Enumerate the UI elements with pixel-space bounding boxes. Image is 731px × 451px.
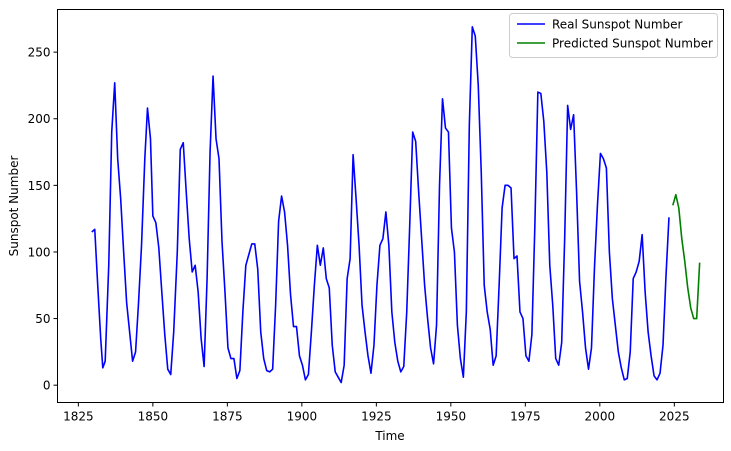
x-tick-label: 1900 — [287, 410, 318, 424]
x-tick-label: 1850 — [138, 410, 169, 424]
x-tick-label: 2000 — [585, 410, 616, 424]
y-tick-label: 0 — [43, 379, 51, 393]
predicted-sunspot-line — [672, 193, 701, 320]
x-tick-label: 1975 — [510, 410, 541, 424]
y-tick-label: 50 — [35, 312, 50, 326]
legend-label-predicted: Predicted Sunspot Number — [552, 37, 713, 51]
y-axis-ticks: 0 50 100 150 200 250 — [28, 46, 58, 393]
series-lines — [91, 26, 701, 384]
y-tick-label: 200 — [28, 112, 51, 126]
real-sunspot-line — [91, 26, 670, 384]
x-tick-label: 1875 — [212, 410, 243, 424]
legend-box — [509, 13, 718, 58]
x-tick-label: 2025 — [659, 410, 690, 424]
plot-area — [57, 9, 724, 403]
x-axis-ticks: 1825 1850 1875 1900 1925 1950 1975 2000 2025 — [63, 402, 690, 424]
legend: Real Sunspot Number Predicted Sunspot Nu… — [509, 13, 718, 58]
y-tick-label: 100 — [28, 245, 51, 259]
y-axis-label: Sunspot Number — [7, 156, 21, 257]
x-tick-label: 1825 — [63, 410, 94, 424]
x-tick-label: 1950 — [436, 410, 467, 424]
x-axis-label: Time — [374, 429, 404, 443]
legend-label-real: Real Sunspot Number — [552, 18, 683, 32]
y-tick-label: 250 — [28, 46, 51, 60]
x-tick-label: 1925 — [361, 410, 392, 424]
y-tick-label: 150 — [28, 179, 51, 193]
